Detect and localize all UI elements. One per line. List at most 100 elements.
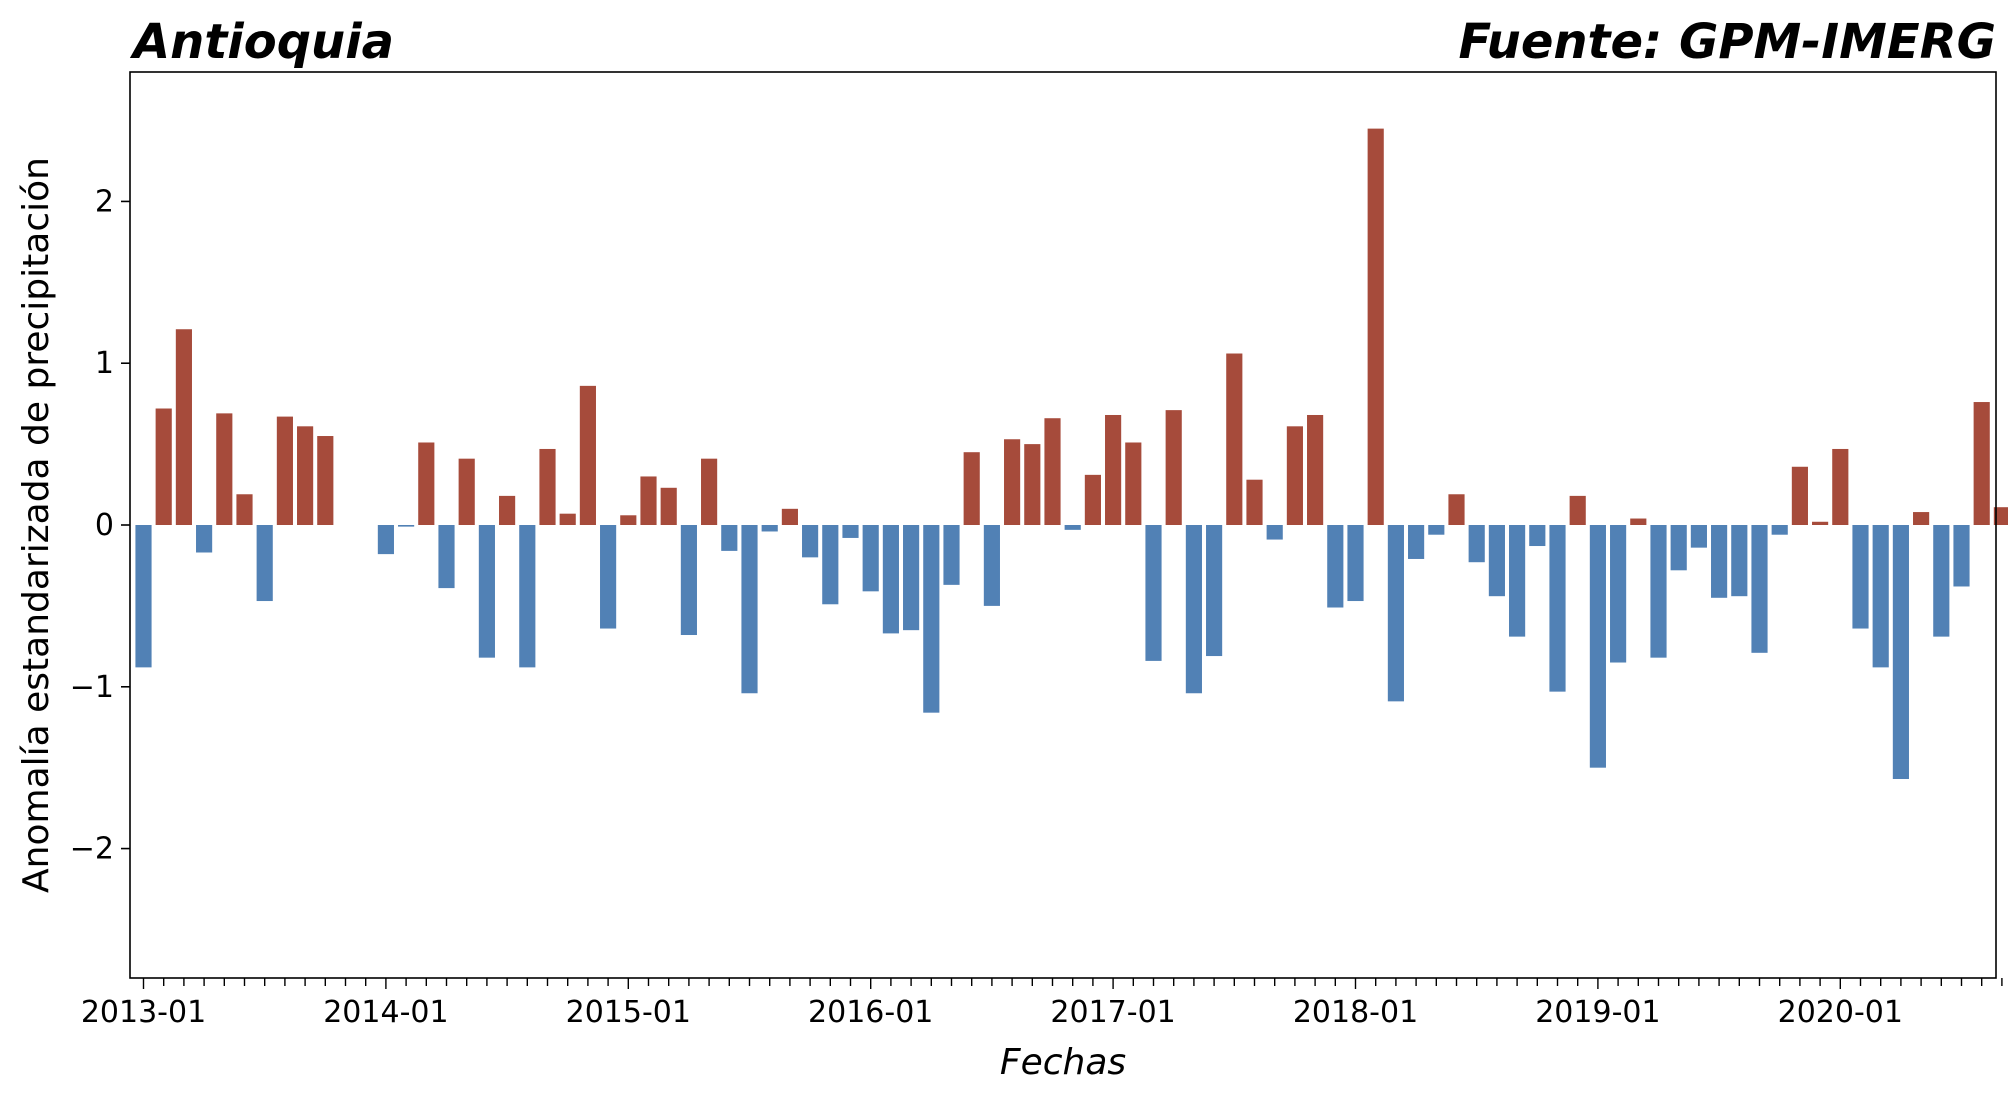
bar — [1913, 512, 1930, 525]
bar — [983, 525, 1000, 606]
bar — [1791, 466, 1808, 525]
bar — [943, 525, 960, 585]
bar — [802, 525, 819, 558]
y-tick-label: −1 — [70, 670, 114, 705]
bar — [1650, 525, 1667, 658]
bar — [297, 426, 314, 525]
bar — [701, 458, 718, 525]
bar — [1630, 518, 1647, 525]
bar — [579, 385, 596, 525]
bar — [1347, 525, 1364, 602]
bar — [519, 525, 536, 668]
bar — [822, 525, 839, 605]
bar — [1448, 494, 1465, 525]
bar — [1872, 525, 1889, 668]
bar — [1408, 525, 1425, 559]
bar — [1812, 521, 1829, 525]
bar — [135, 525, 152, 668]
bar — [1428, 525, 1445, 535]
y-tick-label: 1 — [95, 346, 114, 381]
bar — [1832, 448, 1849, 525]
bar — [1892, 525, 1909, 779]
bar — [1246, 479, 1263, 525]
bar — [1024, 444, 1041, 525]
bar — [761, 525, 778, 532]
bar — [539, 448, 556, 525]
bar — [559, 513, 576, 525]
bar — [781, 508, 798, 525]
bar — [1206, 525, 1223, 657]
bar — [256, 525, 273, 602]
bar — [1044, 418, 1061, 525]
bar — [1852, 525, 1869, 629]
bar — [842, 525, 859, 538]
bar — [1307, 414, 1324, 525]
y-axis-ticks: −2 −1 0 1 2 — [70, 184, 130, 867]
x-tick-label: 2016-01 — [808, 995, 933, 1030]
bar — [1226, 353, 1243, 525]
bar — [620, 515, 637, 525]
bar — [1004, 439, 1021, 525]
y-tick-label: −2 — [70, 832, 114, 867]
bar — [317, 436, 334, 525]
bar — [1549, 525, 1566, 692]
bar — [398, 525, 415, 527]
x-tick-label: 2015-01 — [566, 995, 691, 1030]
bar — [882, 525, 899, 634]
bar — [1690, 525, 1707, 548]
bar — [1165, 410, 1182, 525]
chart-title-region: Antioquia — [129, 14, 394, 70]
x-axis-ticks: 2013-01 2014-01 2015-01 2016-01 2017-01 2018-… — [81, 978, 2003, 1030]
y-axis-label: Anomalía estandarizada de precipitación — [16, 157, 57, 893]
bar — [276, 416, 293, 525]
bar — [600, 525, 617, 629]
x-tick-label: 2017-01 — [1050, 995, 1175, 1030]
bar — [1145, 525, 1162, 661]
bar — [680, 525, 697, 636]
bar — [418, 442, 435, 525]
bar — [923, 525, 940, 713]
bar — [1266, 525, 1283, 540]
bar — [1933, 525, 1950, 637]
bar — [155, 408, 172, 525]
bar — [640, 476, 657, 525]
bar — [1569, 495, 1586, 525]
bar — [1488, 525, 1505, 597]
bar — [499, 495, 516, 525]
bar — [1731, 525, 1748, 597]
bar — [438, 525, 455, 589]
bar — [196, 525, 213, 553]
x-tick-label: 2018-01 — [1293, 995, 1418, 1030]
bar — [1387, 525, 1404, 702]
x-tick-label: 2013-01 — [81, 995, 206, 1030]
bar — [1286, 426, 1303, 525]
bar — [1751, 525, 1768, 653]
bar — [963, 452, 980, 525]
y-tick-label: 2 — [95, 184, 114, 219]
chart-title-source: Fuente: GPM-IMERG — [1458, 14, 1996, 70]
plot-frame — [129, 71, 1997, 979]
bar — [1670, 525, 1687, 571]
bar — [216, 413, 233, 525]
bar — [721, 525, 738, 551]
bar — [1084, 474, 1101, 525]
bar — [478, 525, 495, 658]
bar — [1771, 525, 1788, 535]
bars-group — [135, 128, 2008, 779]
bar — [1529, 525, 1546, 547]
bar — [1610, 525, 1627, 663]
bar — [903, 525, 920, 631]
bar — [1185, 525, 1202, 694]
bar — [862, 525, 879, 592]
y-tick-label: 0 — [95, 508, 114, 543]
bar — [1468, 525, 1485, 563]
bar — [1953, 525, 1970, 587]
bar — [1125, 442, 1142, 525]
bar — [1327, 525, 1344, 608]
bar — [1064, 525, 1081, 530]
bar — [1973, 402, 1990, 525]
bar — [660, 487, 677, 525]
bar — [1509, 525, 1526, 637]
bar — [236, 494, 253, 525]
